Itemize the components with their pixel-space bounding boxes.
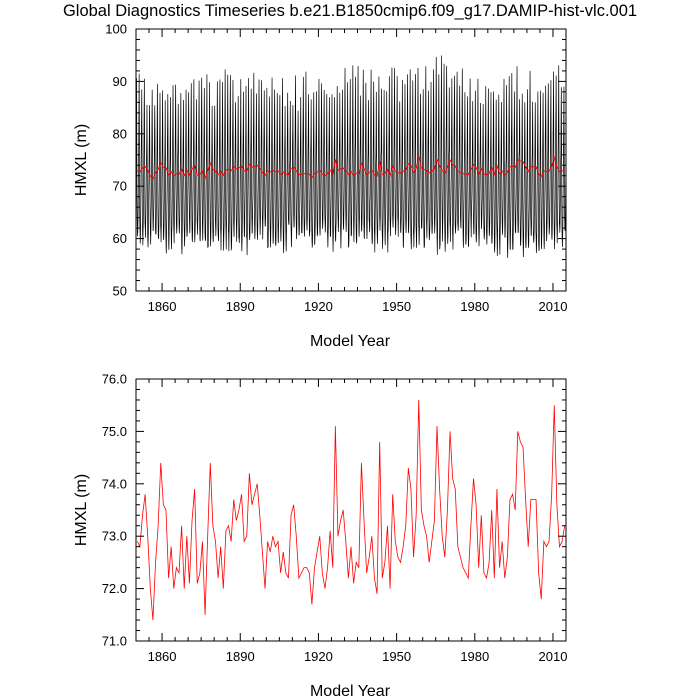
top-x-tick-label: 1920 [304,299,333,314]
bottom-y-tick-label: 76.0 [102,372,127,387]
top-monthly-series-line [135,55,567,259]
top-y-tick-label: 50 [113,284,127,299]
bottom-y-axis-label: HMXL (m) [73,474,90,546]
bottom-y-tick-label: 71.0 [102,634,127,649]
bottom-panel: 1860 1890 1920 1950 1980 2010 71.0 72.0 73.0 74.0… [73,372,567,700]
bottom-x-tick-label: 1860 [148,649,177,664]
bottom-y-tick-label: 72.0 [102,581,127,596]
top-y-axis-label: HMXL (m) [73,124,90,196]
bottom-x-axis-label: Model Year [310,683,391,700]
figure-title: Global Diagnostics Timeseries b.e21.B185… [63,2,637,20]
top-annual-mean-line [137,155,565,180]
bottom-x-tick-label: 1890 [226,649,255,664]
bottom-plot-frame [135,378,567,642]
top-x-axis-label: Model Year [310,333,391,350]
bottom-x-tick-label: 1950 [382,649,411,664]
bottom-y-tick-label: 73.0 [102,529,127,544]
top-x-tick-label: 1950 [382,299,411,314]
bottom-annual-mean-line [136,399,566,621]
bottom-x-tick-label: 1920 [304,649,333,664]
top-y-tick-label: 60 [113,231,127,246]
top-y-tick-label: 80 [113,126,127,141]
top-x-tick-label: 1890 [226,299,255,314]
bottom-x-tick-label: 1980 [460,649,489,664]
top-x-tick-label: 1860 [148,299,177,314]
bottom-y-tick-label: 74.0 [102,476,127,491]
bottom-y-tick-label: 75.0 [102,424,127,439]
top-x-tick-label: 1980 [460,299,489,314]
top-y-tick-label: 70 [113,179,127,194]
top-y-tick-label: 90 [113,74,127,89]
bottom-x-tick-label: 2010 [539,649,568,664]
top-plot-frame [135,28,567,292]
top-y-tick-label: 100 [105,22,127,37]
top-panel: 1860 1890 1920 1950 1980 2010 50 60 70 80 90 100 Mo… [73,22,567,351]
top-x-tick-label: 2010 [539,299,568,314]
